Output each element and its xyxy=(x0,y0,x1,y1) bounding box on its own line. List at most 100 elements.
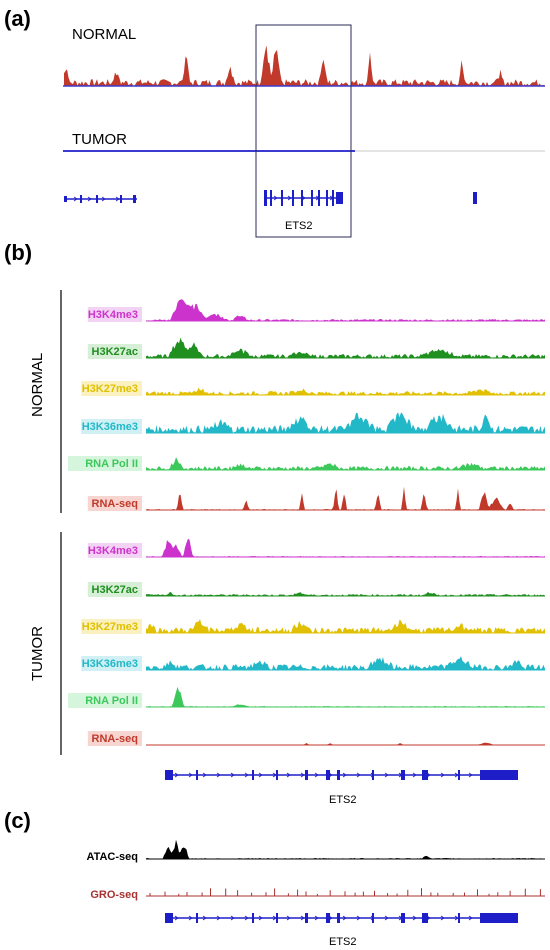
panel-a-left-gene-exon xyxy=(96,195,98,203)
panel-c-ets2-gene-exon xyxy=(305,913,308,923)
panel-b-ets2-gene-strand-arrow xyxy=(300,772,305,778)
panel-b-gene-model xyxy=(165,770,518,780)
track-label: H3K27ac xyxy=(92,584,138,596)
tumor-track-rna-pol-ii: RNA Pol II xyxy=(68,686,545,708)
panel-c-ets2-gene-strand-arrow xyxy=(174,915,179,921)
panel-b-ets2-gene-exon xyxy=(276,770,278,780)
track-signal xyxy=(146,299,545,321)
tumor-track-rna-seq: RNA-seq xyxy=(87,731,545,746)
track-label-background xyxy=(81,381,142,396)
track-label: RNA-seq xyxy=(92,498,138,510)
panel-b-gene-label: ETS2 xyxy=(329,794,357,806)
track-signal xyxy=(146,656,545,670)
panel-b-ets2-gene-exon xyxy=(372,770,374,780)
panel-b-ets2-gene-exon xyxy=(252,770,254,780)
panel-c-ets2-gene-strand-arrow xyxy=(412,915,417,921)
normal-track-rna-seq: RNA-seq xyxy=(87,486,545,511)
normal-track-rna-pol-ii: RNA Pol II xyxy=(68,456,545,471)
tumor-track-h3k4me3: H3K4me3 xyxy=(87,538,545,558)
panel-c-ets2-gene-strand-arrow xyxy=(202,915,207,921)
panel-a-label: (a) xyxy=(4,6,31,31)
panel-a-normal-signal-track xyxy=(64,45,545,86)
panel-a-ets2-gene-exon xyxy=(326,190,328,206)
panel-b-ets2-gene-strand-arrow xyxy=(202,772,207,778)
panel-a-left-gene-strand-arrow xyxy=(101,196,106,202)
panel-a-ets2-gene-exon xyxy=(281,190,283,206)
panel-a-left-gene-exon xyxy=(133,195,136,203)
panel-c-ets2-gene-exon xyxy=(422,913,428,923)
track-signal xyxy=(146,538,545,557)
normal-track-h3k27me3: H3K27me3 xyxy=(81,381,545,396)
panel-a-left-gene-strand-arrow xyxy=(87,196,92,202)
panel-a-ets2-gene-exon xyxy=(292,190,294,206)
track-label: RNA Pol II xyxy=(85,458,138,470)
panel-c-ets2-gene-exon xyxy=(401,913,405,923)
panel-a-normal-signal xyxy=(64,45,545,86)
panel-b-ets2-gene-exon xyxy=(422,770,428,780)
panel-c-ets2-gene-exon xyxy=(276,913,278,923)
panel-b-ets2-gene-strand-arrow xyxy=(258,772,263,778)
panel-a-gene-model-ets2 xyxy=(264,190,343,206)
track-label-background xyxy=(87,307,142,322)
panel-c-ets2-gene-strand-arrow xyxy=(216,915,221,921)
panel-c-ets2-gene-strand-arrow xyxy=(230,915,235,921)
track-label: H3K4me3 xyxy=(88,545,138,557)
panel-c-gene-model xyxy=(165,913,518,923)
panel-b-normal-group-label: NORMAL xyxy=(29,353,46,417)
panel-a-ets2-gene-exon xyxy=(264,190,267,206)
track-label-background xyxy=(87,344,142,359)
panel-c-track-gro-seq: GRO-seq xyxy=(90,888,545,901)
panel-b-label: (b) xyxy=(4,240,32,265)
panel-c-label: (c) xyxy=(4,808,31,833)
panel-a-ets2-gene-exon xyxy=(301,190,303,206)
track-signal xyxy=(146,387,545,395)
panel-a-ets2-gene-strand-arrow xyxy=(287,195,292,201)
panel-b-ets2-gene-strand-arrow xyxy=(468,772,473,778)
track-label-background xyxy=(87,731,142,746)
panel-b-ets2-gene-strand-arrow xyxy=(412,772,417,778)
normal-track-h3k36me3: H3K36me3 xyxy=(81,412,545,434)
track-label: H3K36me3 xyxy=(82,421,138,433)
panel-b-ets2-gene-exon xyxy=(165,770,173,780)
track-label: H3K4me3 xyxy=(88,309,138,321)
panel-c-ets2-gene-strand-arrow xyxy=(188,915,193,921)
panel-c-ets2-gene-strand-arrow xyxy=(384,915,389,921)
panel-a-gene-label: ETS2 xyxy=(285,220,313,232)
track-label: GRO-seq xyxy=(90,889,138,901)
track-label-background xyxy=(87,582,142,597)
track-label: H3K27ac xyxy=(92,346,138,358)
track-signal xyxy=(146,412,545,433)
track-label-background xyxy=(81,619,142,634)
atac-signal xyxy=(146,839,545,859)
panel-a-left-gene-exon xyxy=(120,195,122,203)
panel-c-track-atac-seq: ATAC-seq xyxy=(86,839,545,863)
panel-c-ets2-gene-exon xyxy=(372,913,374,923)
panel-a-gene-model-left xyxy=(64,195,137,203)
panel-c-ets2-gene-exon xyxy=(458,913,460,923)
track-label: H3K27me3 xyxy=(82,621,138,633)
panel-b-ets2-gene-strand-arrow xyxy=(188,772,193,778)
panel-a-normal-label: NORMAL xyxy=(72,26,136,43)
track-signal xyxy=(146,337,545,358)
panel-b-ets2-gene-strand-arrow xyxy=(244,772,249,778)
panel-c-tracks: ATAC-seq GRO-seq xyxy=(86,839,545,901)
normal-track-h3k4me3: H3K4me3 xyxy=(87,299,545,322)
track-signal xyxy=(146,457,545,470)
track-label-background xyxy=(68,693,142,708)
panel-b-ets2-gene-exon xyxy=(196,770,198,780)
panel-c-ets2-gene-strand-arrow xyxy=(300,915,305,921)
track-label-background xyxy=(68,456,142,471)
panel-c-ets2-gene-exon xyxy=(326,913,330,923)
panel-a-ets2-gene-exon xyxy=(318,190,320,206)
panel-a-gene-model-right xyxy=(473,192,477,204)
panel-a-left-gene-strand-arrow xyxy=(115,196,120,202)
panel-b-ets2-gene-strand-arrow xyxy=(230,772,235,778)
track-label-background xyxy=(87,496,142,511)
panel-c-ets2-gene-strand-arrow xyxy=(258,915,263,921)
panel-c-ets2-gene-strand-arrow xyxy=(244,915,249,921)
track-signal xyxy=(146,686,545,707)
track-label: RNA Pol II xyxy=(85,695,138,707)
normal-track-h3k27ac: H3K27ac xyxy=(87,337,545,359)
panel-c-ets2-gene-strand-arrow xyxy=(440,915,445,921)
